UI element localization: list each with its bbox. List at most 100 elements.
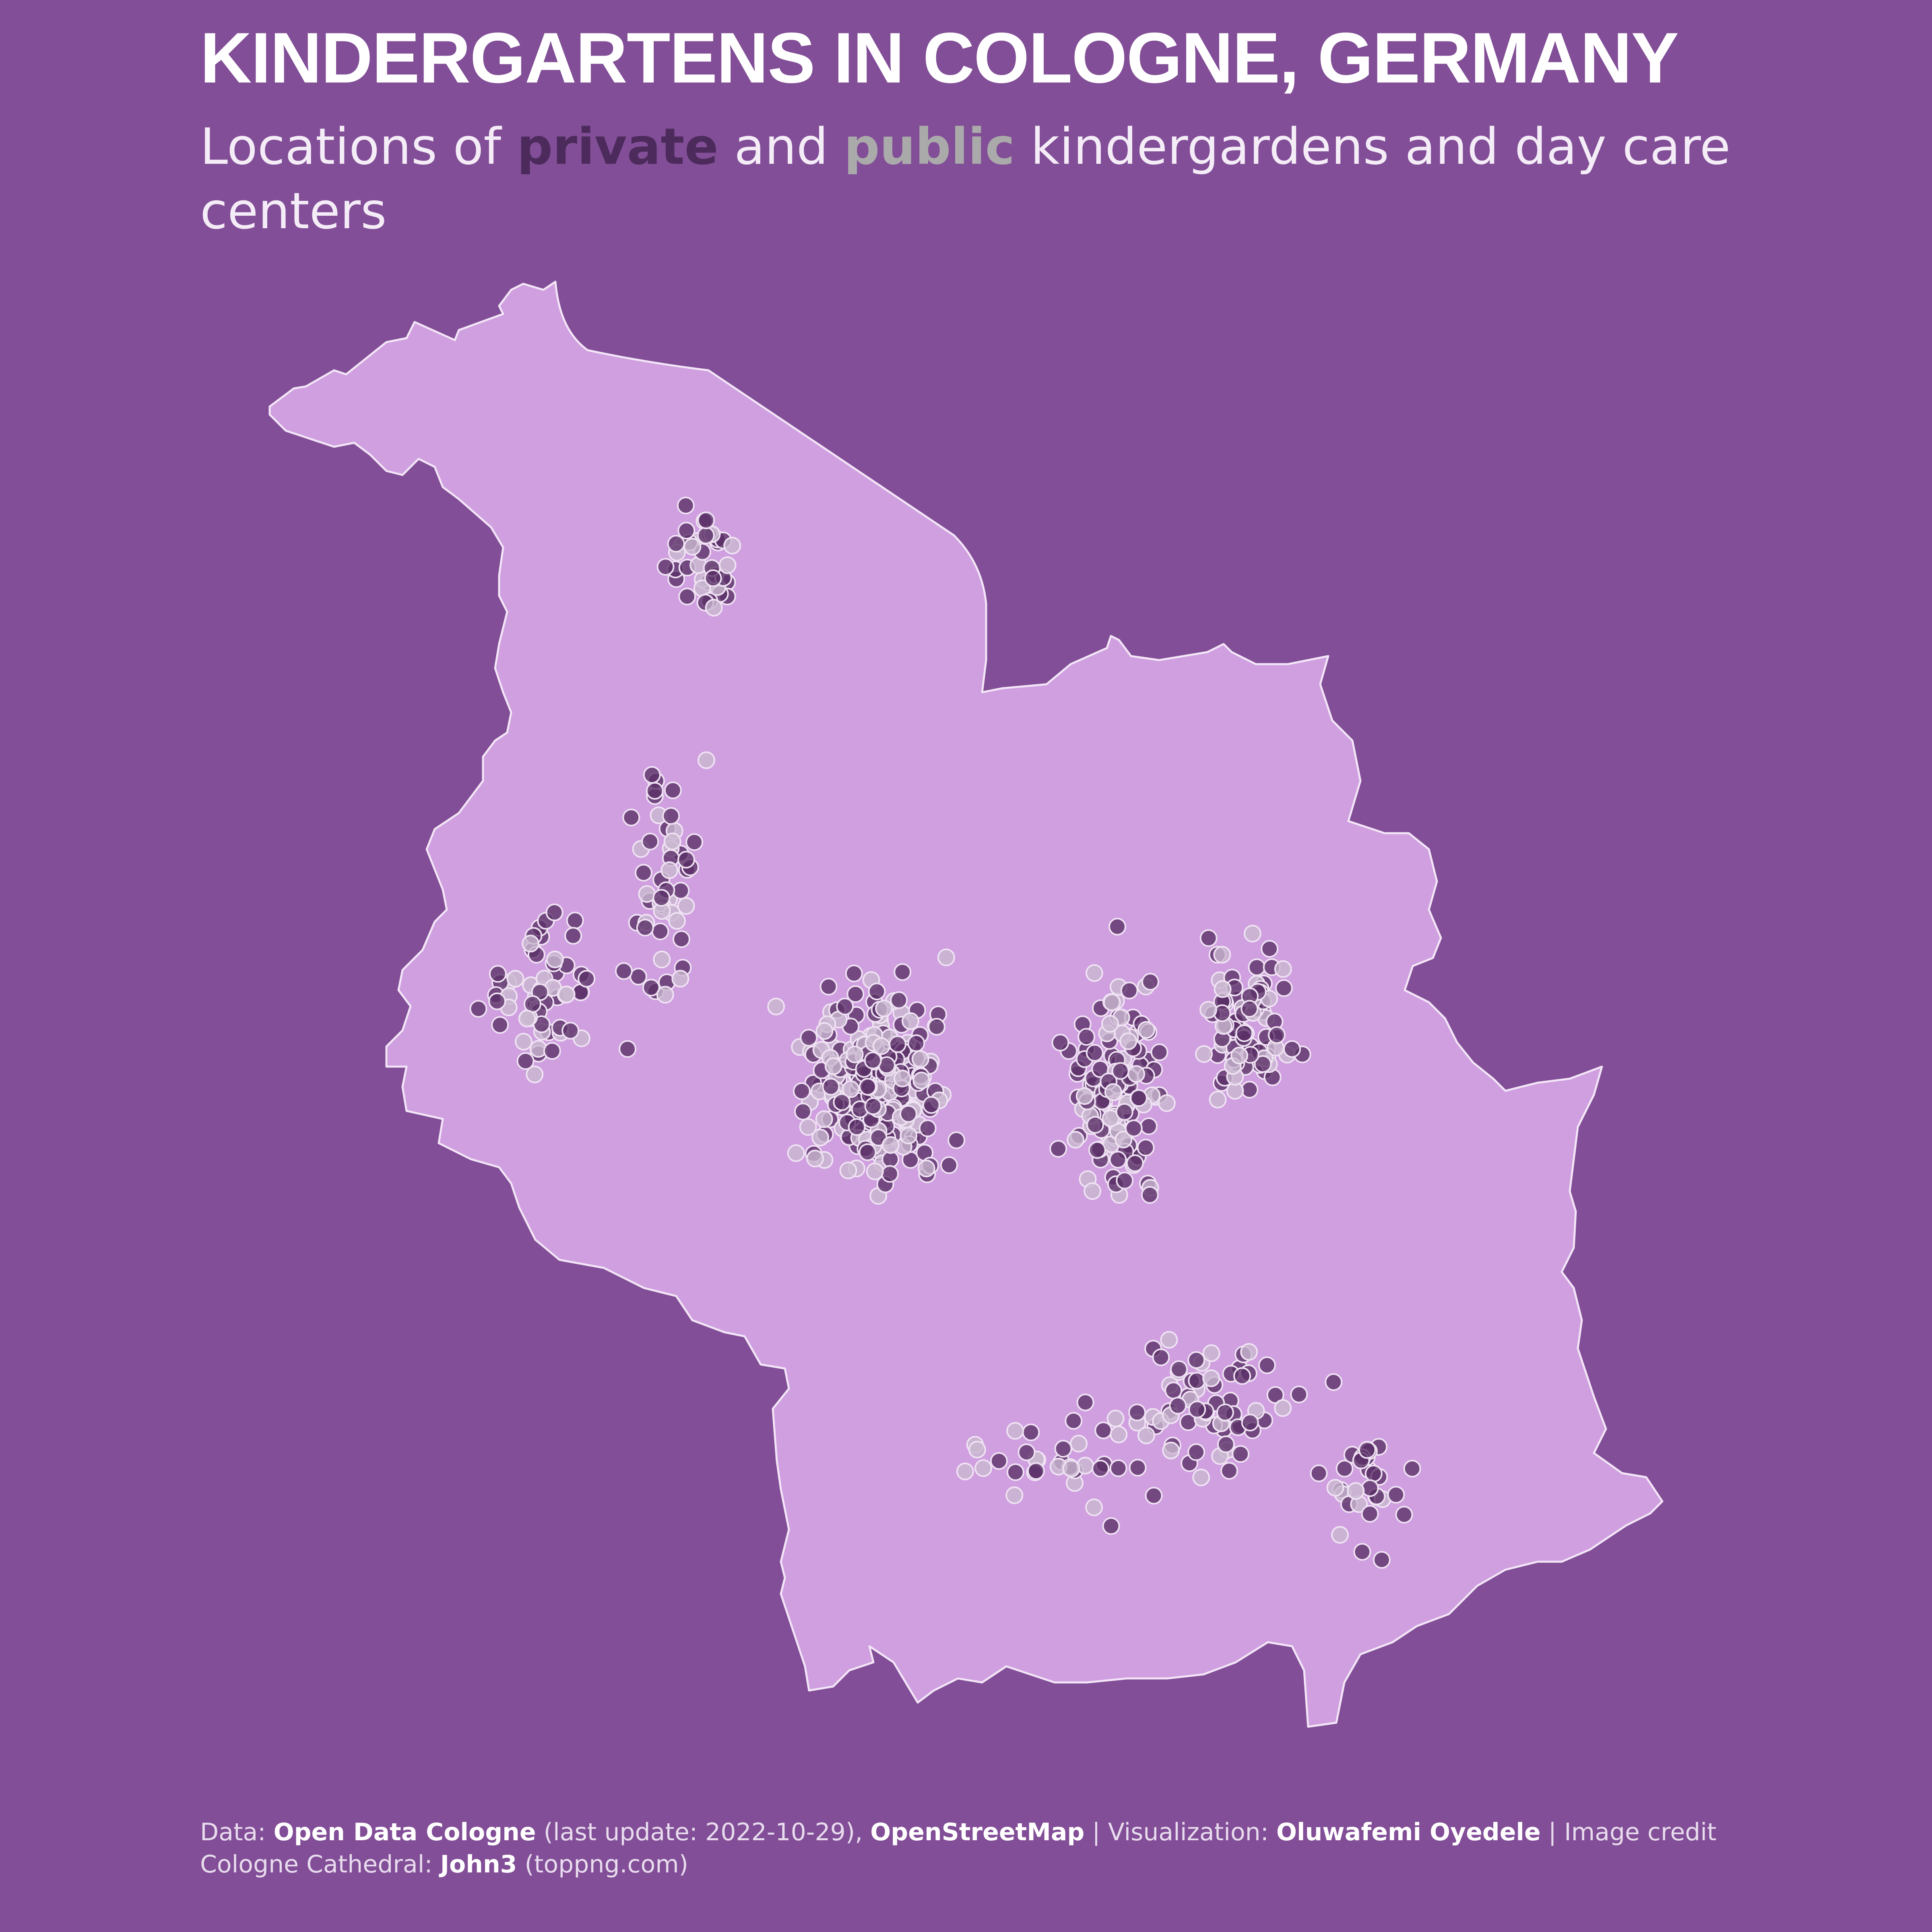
- city-boundary: [268, 281, 1664, 1728]
- private-kindergarten-point: [1076, 1393, 1094, 1412]
- public-kindergarten-point: [787, 1144, 805, 1162]
- public-kindergarten-point: [968, 1441, 986, 1459]
- private-kindergarten-point: [1049, 1140, 1067, 1158]
- private-kindergarten-point: [677, 850, 695, 869]
- public-kindergarten-point: [937, 948, 955, 966]
- private-kindergarten-point: [642, 978, 660, 997]
- footer-part: (toppng.com): [517, 1850, 689, 1878]
- public-kindergarten-point: [1162, 1441, 1180, 1459]
- private-kindergarten-point: [1188, 1400, 1206, 1418]
- private-kindergarten-point: [630, 968, 647, 986]
- private-kindergarten-point: [899, 1105, 917, 1123]
- private-kindergarten-point: [469, 1000, 487, 1018]
- footer-part: Oluwafemi Oyedele: [1276, 1818, 1541, 1846]
- public-kindergarten-point: [1075, 1087, 1094, 1105]
- legend-public-label: public: [844, 118, 1015, 176]
- public-kindergarten-point: [697, 751, 715, 769]
- public-kindergarten-point: [806, 1150, 824, 1168]
- private-kindergarten-point: [635, 864, 652, 882]
- public-kindergarten-point: [917, 1160, 935, 1177]
- public-kindergarten-point: [1005, 1486, 1024, 1504]
- private-kindergarten-point: [1361, 1479, 1379, 1497]
- private-kindergarten-point: [1235, 1024, 1253, 1042]
- private-kindergarten-point: [1130, 1089, 1148, 1107]
- public-kindergarten-point: [956, 1462, 974, 1480]
- private-kindergarten-point: [1199, 929, 1218, 947]
- private-kindergarten-point: [922, 1096, 940, 1114]
- private-kindergarten-point: [1164, 1381, 1183, 1399]
- private-kindergarten-point: [677, 496, 695, 514]
- public-kindergarten-point: [767, 997, 785, 1016]
- private-kindergarten-point: [1128, 1404, 1146, 1422]
- private-kindergarten-point: [667, 535, 685, 553]
- private-kindergarten-point: [643, 766, 661, 784]
- private-kindergarten-point: [1109, 1459, 1127, 1477]
- private-kindergarten-point: [1364, 1465, 1383, 1482]
- private-kindergarten-point: [1335, 1459, 1354, 1478]
- private-kindergarten-point: [1233, 1367, 1251, 1385]
- private-kindergarten-point: [1261, 940, 1279, 958]
- private-kindergarten-point: [1152, 1348, 1170, 1366]
- private-kindergarten-point: [1290, 1385, 1308, 1404]
- public-kindergarten-point: [671, 970, 689, 988]
- public-kindergarten-point: [1103, 993, 1121, 1011]
- private-kindergarten-point: [990, 1452, 1008, 1470]
- private-kindergarten-point: [704, 569, 722, 587]
- private-kindergarten-point: [919, 1119, 937, 1137]
- footer-part: | Image credit Cologne Cathedral:: [200, 1818, 1717, 1878]
- public-kindergarten-point: [1213, 945, 1231, 964]
- private-kindergarten-point: [947, 1131, 966, 1149]
- private-kindergarten-point: [1232, 1445, 1250, 1463]
- public-kindergarten-point: [1106, 1410, 1125, 1428]
- private-kindergarten-point: [646, 782, 664, 800]
- public-kindergarten-point: [526, 1065, 544, 1084]
- public-kindergarten-point: [900, 1127, 918, 1145]
- private-kindergarten-point: [859, 1143, 877, 1161]
- public-kindergarten-point: [1115, 1131, 1133, 1149]
- private-kindergarten-point: [1111, 1062, 1129, 1080]
- public-kindergarten-point: [893, 1069, 911, 1088]
- private-kindergarten-point: [697, 511, 715, 529]
- private-kindergarten-point: [697, 526, 715, 545]
- private-kindergarten-point: [1115, 1103, 1133, 1121]
- public-kindergarten-point: [663, 832, 681, 850]
- public-kindergarten-point: [1230, 1046, 1249, 1065]
- private-kindergarten-point: [1358, 1441, 1376, 1459]
- public-kindergarten-point: [677, 897, 695, 915]
- kindergarten-points: [469, 496, 1421, 1569]
- private-kindergarten-point: [890, 991, 908, 1009]
- public-kindergarten-point: [1243, 925, 1261, 943]
- private-kindergarten-point: [1108, 918, 1126, 936]
- private-kindergarten-point: [545, 903, 564, 921]
- footer-part: Data:: [200, 1818, 274, 1846]
- private-kindergarten-point: [566, 912, 584, 929]
- private-kindergarten-point: [794, 1102, 812, 1121]
- public-kindergarten-point: [875, 999, 893, 1018]
- public-kindergarten-point: [1137, 1426, 1155, 1445]
- public-kindergarten-point: [912, 1071, 931, 1090]
- public-kindergarten-point: [1062, 1459, 1080, 1478]
- public-kindergarten-point: [1199, 1001, 1217, 1019]
- private-kindergarten-point: [1403, 1459, 1421, 1478]
- public-kindergarten-point: [1202, 1369, 1220, 1387]
- private-kindergarten-point: [1086, 1116, 1104, 1134]
- private-kindergarten-point: [1150, 1043, 1168, 1061]
- private-kindergarten-point: [864, 1051, 882, 1069]
- public-kindergarten-point: [839, 1161, 857, 1179]
- private-kindergarten-point: [1395, 1506, 1413, 1524]
- private-kindergarten-point: [836, 997, 854, 1016]
- public-kindergarten-point: [1214, 980, 1232, 998]
- private-kindergarten-point: [1216, 1404, 1234, 1422]
- footer-credits: Data: Open Data Cologne (last update: 20…: [200, 1816, 1770, 1880]
- private-kindergarten-point: [1102, 1517, 1120, 1535]
- private-kindergarten-point: [1266, 1386, 1284, 1404]
- public-kindergarten-point: [881, 1136, 900, 1154]
- public-kindergarten-point: [1326, 1479, 1344, 1497]
- public-kindergarten-point: [668, 912, 686, 930]
- private-kindergarten-point: [1022, 1423, 1040, 1441]
- public-kindergarten-point: [1202, 1344, 1220, 1362]
- private-kindergarten-point: [564, 927, 582, 945]
- private-kindergarten-point: [848, 1118, 866, 1136]
- private-kindergarten-point: [1086, 1044, 1104, 1062]
